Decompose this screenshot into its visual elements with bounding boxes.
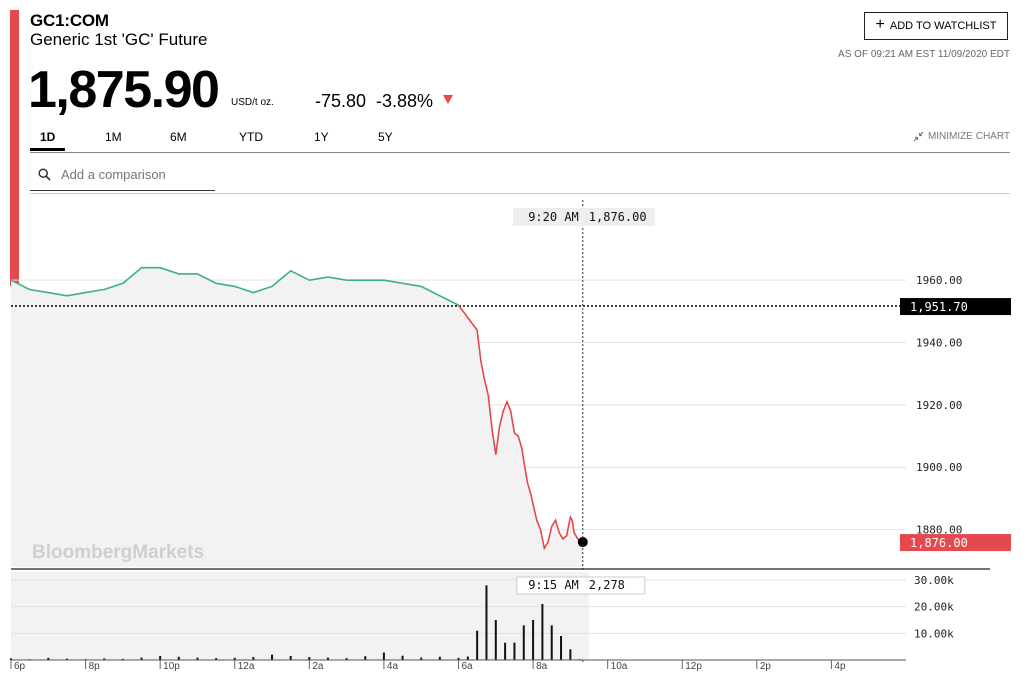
current-price-label-bg xyxy=(900,534,1011,552)
volume-bar xyxy=(308,657,311,660)
volume-bar xyxy=(541,604,544,660)
add-to-watchlist-button[interactable]: + ADD TO WATCHLIST xyxy=(864,12,1008,40)
volume-bar xyxy=(560,636,563,660)
tab-5y[interactable]: 5Y xyxy=(378,130,393,144)
time-tick-label: 12a xyxy=(238,661,255,672)
volume-bar xyxy=(382,652,385,660)
time-tick-label: 4p xyxy=(834,661,846,672)
volume-bar xyxy=(420,657,423,660)
volume-bar xyxy=(65,658,68,660)
volume-bar xyxy=(438,656,441,660)
volume-bar xyxy=(485,585,488,660)
price-change-percent: -3.88% xyxy=(376,91,434,111)
last-price-point xyxy=(577,537,588,548)
volume-bar xyxy=(271,654,274,660)
volume-bar xyxy=(121,658,124,660)
comparison-input[interactable] xyxy=(59,165,213,183)
price-line-above-close xyxy=(10,266,459,306)
time-tick-label: 4a xyxy=(387,661,399,672)
price-change: -75.80 xyxy=(315,91,367,111)
tab-1y[interactable]: 1Y xyxy=(314,130,329,144)
volume-tick-label: 20.00k xyxy=(914,601,954,614)
time-tick-label: 2a xyxy=(312,661,324,672)
time-tick-label: 10p xyxy=(163,661,180,672)
time-tick-label: 8p xyxy=(89,661,101,672)
volume-bar xyxy=(215,658,218,660)
previous-close-label: 1,951.70 xyxy=(910,300,968,314)
volume-bar xyxy=(252,657,255,660)
add-to-watchlist-label: ADD TO WATCHLIST xyxy=(889,20,997,32)
minimize-chart-button[interactable]: MINIMIZE CHART xyxy=(913,131,1010,142)
tab-1d[interactable]: 1D xyxy=(40,130,56,144)
current-price-label: 1,876.00 xyxy=(910,536,968,550)
ticker-symbol: GC1:COM xyxy=(30,11,109,30)
volume-bar xyxy=(233,657,236,660)
volume-tick-label: 10.00k xyxy=(914,627,954,640)
volume-tick-label: 30.00k xyxy=(914,574,954,587)
comparison-search xyxy=(30,158,215,191)
volume-bar xyxy=(401,655,404,660)
volume-bar xyxy=(177,656,180,660)
volume-bar xyxy=(159,656,162,660)
crosshair-volume-time: 9:15 AM xyxy=(528,578,579,592)
volume-area-fill xyxy=(11,572,590,660)
previous-close-label-bg xyxy=(900,298,1011,316)
volume-bar xyxy=(196,657,199,660)
plus-icon: + xyxy=(875,16,885,33)
volume-bar xyxy=(466,656,469,660)
triangle-down-icon xyxy=(443,95,453,104)
volume-bar xyxy=(476,630,479,660)
last-price: 1,875.90 xyxy=(28,61,220,119)
time-tick-label: 10a xyxy=(611,661,628,672)
volume-bar xyxy=(103,658,106,660)
tab-ytd[interactable]: YTD xyxy=(239,130,263,144)
price-tick-label: 1960.00 xyxy=(916,274,962,287)
volume-bar xyxy=(532,620,535,660)
price-unit: USD/t oz. xyxy=(231,97,274,108)
price-tick-label: 1920.00 xyxy=(916,399,962,412)
crosshair-price-value: 1,876.00 xyxy=(589,210,647,224)
volume-bar xyxy=(47,657,50,660)
price-area-fill xyxy=(11,267,583,567)
security-name: Generic 1st 'GC' Future xyxy=(30,30,208,49)
volume-bar xyxy=(289,656,292,660)
as-of-timestamp: AS OF 09:21 AM EST 11/09/2020 EDT xyxy=(838,49,1010,60)
volume-bar xyxy=(140,657,143,660)
watermark-text: BloombergMarkets xyxy=(32,542,204,563)
time-tick-label: 8a xyxy=(536,661,548,672)
minimize-chart-label: MINIMIZE CHART xyxy=(927,131,1010,142)
tab-6m[interactable]: 6M xyxy=(170,130,187,144)
volume-bar xyxy=(364,656,367,660)
active-tab-indicator xyxy=(30,148,65,151)
time-tick-label: 2p xyxy=(760,661,772,672)
crosshair-volume-value: 2,278 xyxy=(589,578,625,592)
chart-top-rule xyxy=(30,193,1010,194)
volume-bar xyxy=(326,657,329,660)
volume-bar xyxy=(569,649,572,660)
volume-bar xyxy=(345,658,348,660)
crosshair-price-label-bg xyxy=(512,208,655,226)
price-tick-label: 1880.00 xyxy=(916,524,962,537)
crosshair-price-time: 9:20 AM xyxy=(528,210,579,224)
crosshair-volume-label-bg xyxy=(516,576,646,595)
accent-bar xyxy=(10,10,19,286)
volume-bar xyxy=(522,625,525,660)
volume-bar xyxy=(494,620,497,660)
volume-bar xyxy=(457,657,460,660)
volume-bar xyxy=(550,625,553,660)
volume-bar xyxy=(10,658,12,660)
tab-1m[interactable]: 1M xyxy=(105,130,122,144)
time-tick-label: 6p xyxy=(14,661,26,672)
search-icon xyxy=(38,167,51,181)
volume-bar xyxy=(504,642,507,660)
price-line-below-close xyxy=(457,304,584,551)
collapse-arrows-icon xyxy=(913,131,924,142)
volume-bar xyxy=(513,642,516,660)
time-tick-label: 12p xyxy=(685,661,702,672)
price-tick-label: 1940.00 xyxy=(916,337,962,350)
time-range-tabs: 1D 1M 6M YTD 1Y 5Y MINIMIZE CHART xyxy=(30,128,1010,153)
price-tick-label: 1900.00 xyxy=(916,461,962,474)
time-tick-label: 6a xyxy=(462,661,474,672)
